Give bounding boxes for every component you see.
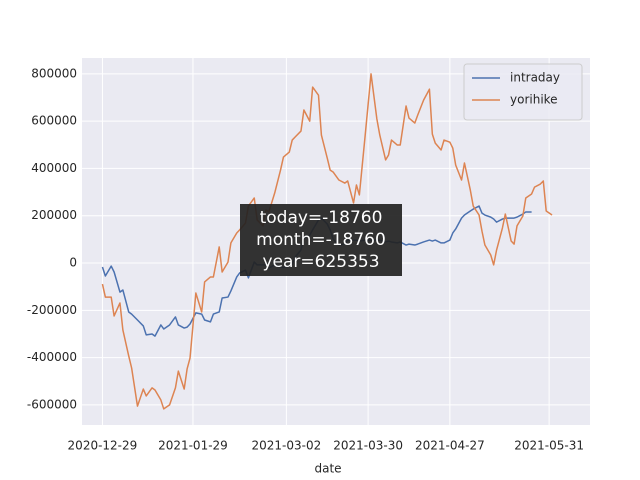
legend-label: intraday [510, 71, 560, 85]
y-tick-label: 200000 [31, 208, 77, 222]
y-tick-label: 600000 [31, 114, 77, 128]
x-tick-label: 2021-01-29 [158, 439, 228, 453]
annotation-text: today=-18760 [260, 208, 383, 228]
annotation-text: year=625353 [262, 252, 379, 272]
x-axis-label: date [314, 462, 341, 476]
annotation-box [240, 204, 402, 276]
y-tick-label: -200000 [27, 303, 77, 317]
x-tick-label: 2021-03-30 [333, 439, 403, 453]
x-tick-label: 2021-05-31 [514, 439, 584, 453]
x-tick-label: 2021-04-27 [415, 439, 485, 453]
y-tick-label: -600000 [27, 397, 77, 411]
data-line [101, 73, 553, 410]
y-tick-label: -400000 [27, 350, 77, 364]
legend: intraday yorihike [463, 63, 583, 121]
tick-labels: -600000 -400000 -200000 0 200000 400000 600000… [27, 66, 584, 452]
annotation-text: month=-18760 [256, 230, 386, 250]
x-tick-label: 2020-12-29 [68, 439, 138, 453]
y-tick-label: 400000 [31, 161, 77, 175]
y-tick-label: 0 [69, 256, 77, 270]
y-tick-label: 800000 [31, 66, 77, 80]
x-tick-label: 2021-03-02 [251, 439, 321, 453]
legend-label: yorihike [510, 93, 558, 107]
